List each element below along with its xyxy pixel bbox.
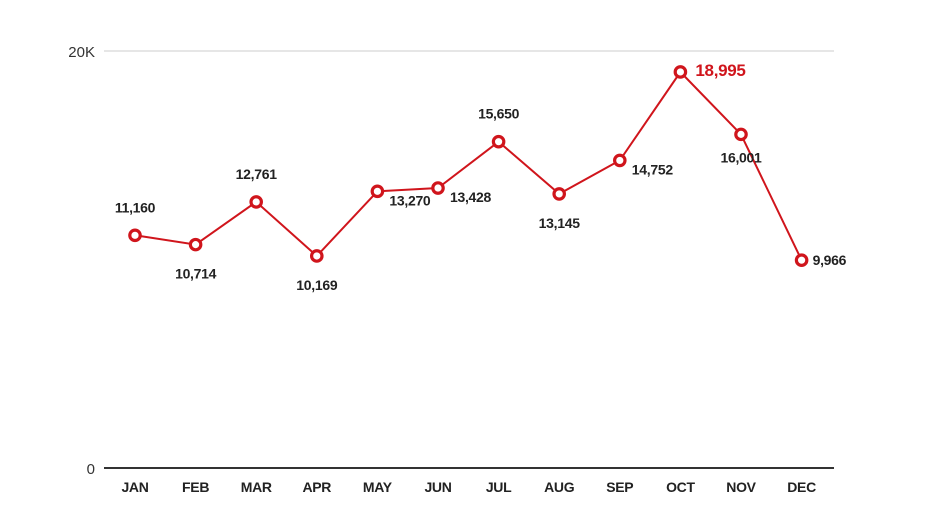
data-label: 10,169	[296, 277, 338, 293]
x-tick-label: APR	[302, 479, 331, 495]
x-tick-label: JUN	[424, 479, 451, 495]
data-label: 10,714	[175, 266, 217, 282]
data-label-highlight: 18,995	[695, 61, 745, 80]
data-points	[128, 65, 809, 268]
data-point	[734, 127, 748, 142]
data-point	[491, 134, 506, 149]
data-point	[552, 187, 566, 201]
data-label: 13,270	[389, 192, 431, 208]
data-point	[249, 195, 264, 209]
y-tick-label: 20K	[68, 44, 95, 61]
y-tick-label: 0	[87, 461, 95, 478]
x-tick-label: OCT	[666, 479, 695, 495]
data-label: 12,761	[236, 166, 278, 182]
data-point	[309, 249, 324, 263]
x-tick-label: AUG	[544, 479, 575, 495]
x-tick-label: MAR	[241, 479, 272, 495]
gridlines	[104, 50, 834, 469]
x-tick-label: SEP	[606, 479, 633, 495]
data-point	[370, 184, 385, 199]
data-labels: 11,160 10,714 12,761 10,169 13,270 13,428 15,6…	[115, 61, 847, 293]
data-label: 13,145	[539, 215, 581, 231]
data-label: 9,966	[813, 252, 847, 268]
data-point	[673, 65, 688, 79]
series-line	[134, 70, 803, 261]
data-point	[794, 253, 809, 268]
data-point	[431, 181, 445, 195]
x-tick-label: JUL	[486, 479, 512, 495]
data-label: 11,160	[115, 199, 156, 215]
x-axis-tick-labels: JAN FEB MAR APR MAY JUN JUL AUG SEP OCT NOV DEC	[121, 479, 816, 495]
data-label: 15,650	[478, 106, 520, 122]
data-label: 14,752	[632, 161, 674, 177]
data-point	[128, 228, 142, 243]
x-tick-label: MAY	[363, 479, 393, 495]
data-label: 16,001	[720, 149, 762, 165]
data-point	[612, 153, 627, 168]
data-label: 13,428	[450, 189, 492, 205]
x-tick-label: DEC	[787, 479, 816, 495]
x-tick-label: JAN	[121, 479, 148, 495]
y-axis-tick-labels: 0 20K	[68, 44, 95, 478]
data-point	[188, 237, 203, 252]
x-tick-label: NOV	[726, 479, 756, 495]
x-tick-label: FEB	[182, 479, 209, 495]
